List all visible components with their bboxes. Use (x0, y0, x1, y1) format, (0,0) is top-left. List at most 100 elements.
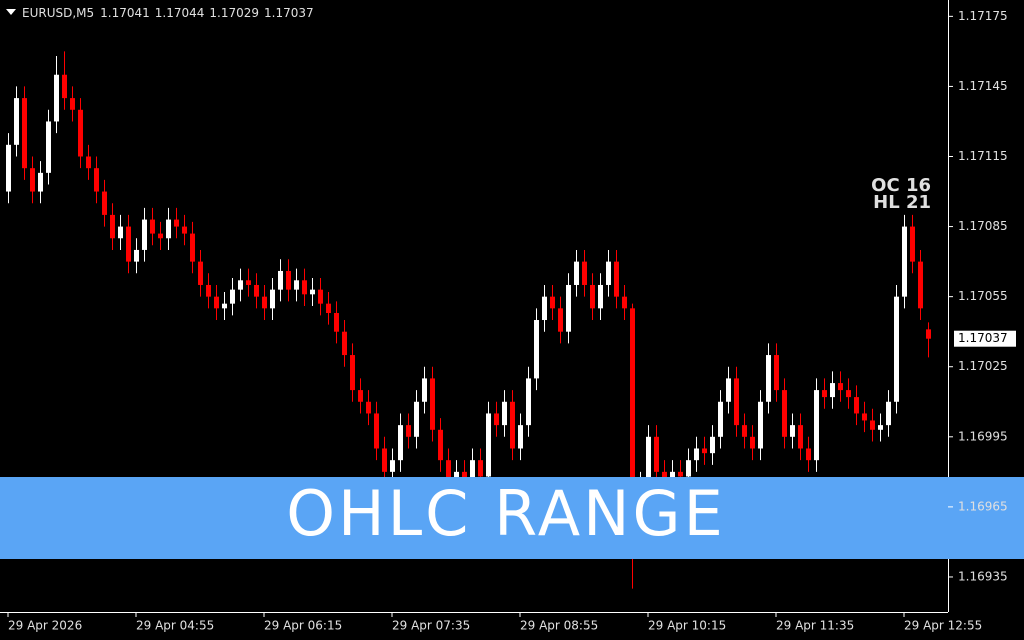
candle-body (270, 289, 275, 309)
candle-body (38, 172, 43, 192)
candle-body (758, 401, 763, 449)
candle-body (70, 98, 75, 110)
candle-body (326, 303, 331, 314)
candle-body (734, 378, 739, 426)
candle-body (518, 425, 523, 449)
y-tick-label: 1.17055 (958, 289, 1008, 303)
candle-body (686, 460, 691, 477)
oc-label: OC 16 (871, 175, 931, 196)
candle-body (366, 401, 371, 414)
y-tick-label: 1.16995 (958, 429, 1008, 443)
candle-body (878, 425, 883, 430)
candle-body (286, 270, 291, 290)
candle-body (574, 261, 579, 285)
candle-body (494, 413, 499, 426)
header-close: 1.17037 (264, 6, 314, 20)
candle-body (214, 296, 219, 309)
candle-body (94, 168, 99, 192)
x-tick-label: 29 Apr 04:55 (136, 619, 214, 633)
y-tick-label: 1.17145 (958, 79, 1008, 93)
candle-body (262, 296, 267, 309)
price-box (954, 330, 1016, 347)
candle-body (894, 296, 899, 402)
candle-body (566, 284, 571, 332)
candle-body (54, 74, 59, 122)
candle-body (726, 378, 731, 402)
candle-body (542, 296, 547, 321)
candle-body (694, 448, 699, 461)
candle-body (558, 308, 563, 332)
candle-body (278, 270, 283, 290)
candle-body (414, 401, 419, 437)
candle-body (918, 261, 923, 309)
candle-body (14, 98, 19, 145)
candle-body (742, 425, 747, 437)
candle-body (926, 329, 931, 339)
candle-body (718, 401, 723, 437)
candle-body (790, 425, 795, 437)
candle-body (230, 289, 235, 304)
header-open: 1.17041 (100, 6, 150, 20)
candle-body (294, 280, 299, 290)
candle-body (126, 226, 131, 262)
candle-body (614, 261, 619, 297)
candle-body (838, 383, 843, 391)
candle-body (654, 436, 659, 472)
candle-body (350, 355, 355, 391)
candle-body (78, 109, 83, 157)
candle-body (142, 219, 147, 250)
candle-body (310, 289, 315, 295)
candle-body (502, 401, 507, 426)
candle-body (206, 284, 211, 297)
candle-body (678, 471, 683, 477)
candle-body (334, 313, 339, 332)
candle-body (486, 413, 491, 477)
x-tick-label: 29 Apr 12:55 (904, 619, 982, 633)
candle-body (854, 397, 859, 414)
x-tick-label: 29 Apr 06:15 (264, 619, 342, 633)
candle-body (318, 289, 323, 304)
candle-body (22, 98, 27, 169)
candle-body (870, 420, 875, 430)
candle-body (510, 401, 515, 449)
banner (0, 477, 1024, 559)
header-high: 1.17044 (155, 6, 205, 20)
candle-body (902, 226, 907, 297)
candle-body (110, 214, 115, 239)
price-label: 1.17037 (958, 331, 1008, 345)
candle-body (6, 144, 11, 192)
candle-body (150, 219, 155, 234)
candle-body (438, 429, 443, 461)
candle-body (766, 355, 771, 402)
banner-text: OHLC RANGE (286, 477, 726, 550)
candle-body (582, 261, 587, 285)
candle-body (118, 226, 123, 239)
candle-body (526, 378, 531, 426)
x-tick-label: 29 Apr 07:35 (392, 619, 470, 633)
candle-body (862, 413, 867, 421)
candle-body (550, 296, 555, 309)
candle-body (646, 436, 651, 484)
x-tick-label: 29 Apr 11:35 (776, 619, 854, 633)
candle-body (750, 436, 755, 449)
menu-arrow[interactable] (6, 9, 16, 15)
candle-body (102, 191, 107, 215)
candle-body (814, 390, 819, 461)
candle-body (590, 284, 595, 309)
candle-body (86, 156, 91, 169)
x-tick-label: 29 Apr 08:55 (520, 619, 598, 633)
candle-body (886, 401, 891, 426)
candle-body (630, 308, 635, 519)
y-tick-label: 1.17085 (958, 219, 1008, 233)
candle-body (806, 448, 811, 461)
candle-body (390, 460, 395, 472)
hl-label: HL 21 (873, 192, 931, 213)
candle-body (302, 280, 307, 295)
candle-body (374, 413, 379, 449)
candle-body (606, 261, 611, 285)
candle-body (430, 378, 435, 430)
candle-body (222, 303, 227, 309)
candle-body (406, 425, 411, 437)
